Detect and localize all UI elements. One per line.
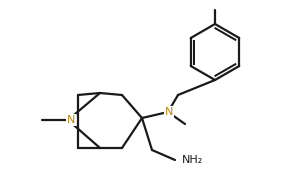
Text: N: N xyxy=(67,115,75,125)
Text: NH₂: NH₂ xyxy=(182,155,203,165)
Text: N: N xyxy=(165,107,173,117)
